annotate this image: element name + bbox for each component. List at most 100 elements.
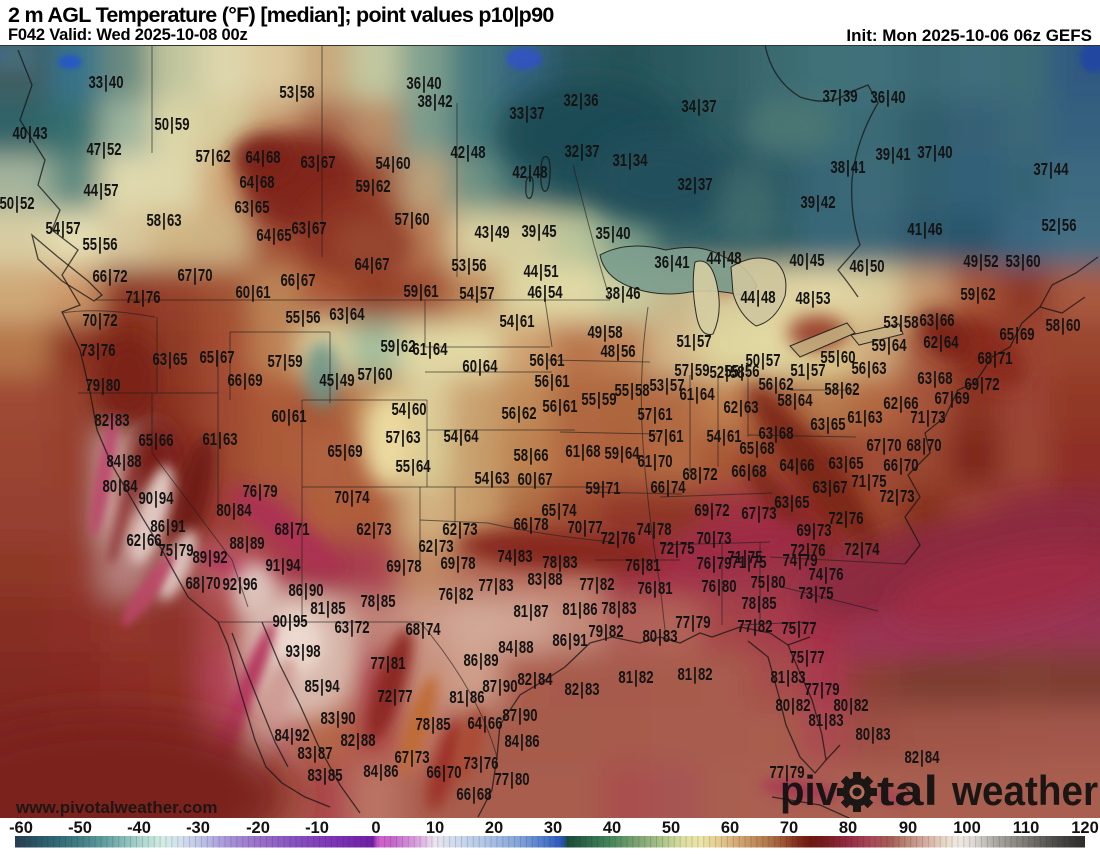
svg-text:59 | 71: 59 | 71 [585,479,620,498]
svg-text:piv: piv [780,767,839,814]
svg-text:61 | 64: 61 | 64 [412,340,447,359]
svg-text:32 | 37: 32 | 37 [677,175,712,194]
svg-text:-40: -40 [127,819,151,837]
svg-text:61 | 68: 61 | 68 [565,442,600,461]
svg-text:81 | 82: 81 | 82 [677,665,712,684]
svg-text:32 | 37: 32 | 37 [564,142,599,161]
svg-text:38 | 41: 38 | 41 [830,158,865,177]
svg-text:37 | 39: 37 | 39 [822,87,857,106]
svg-text:61 | 63: 61 | 63 [847,408,882,427]
svg-text:71 | 75: 71 | 75 [731,553,766,572]
svg-text:82 | 84: 82 | 84 [517,670,552,689]
svg-text:62 | 66: 62 | 66 [883,394,918,413]
svg-text:37 | 40: 37 | 40 [917,143,952,162]
svg-text:46 | 54: 46 | 54 [527,283,562,302]
svg-text:81 | 87: 81 | 87 [513,602,548,621]
svg-text:78 | 85: 78 | 85 [741,594,776,613]
svg-text:54 | 60: 54 | 60 [375,154,410,173]
svg-text:68 | 71: 68 | 71 [274,520,309,539]
svg-text:56 | 61: 56 | 61 [529,351,564,370]
svg-text:62 | 66: 62 | 66 [126,531,161,550]
svg-text:61 | 70: 61 | 70 [637,452,672,471]
svg-text:66 | 70: 66 | 70 [426,763,461,782]
svg-text:80: 80 [839,819,857,837]
svg-text:71 | 73: 71 | 73 [910,408,945,427]
svg-text:35 | 40: 35 | 40 [595,224,630,243]
svg-text:59 | 64: 59 | 64 [604,444,639,463]
svg-text:62 | 73: 62 | 73 [418,537,453,556]
svg-text:63 | 72: 63 | 72 [334,618,369,637]
svg-text:32 | 36: 32 | 36 [563,91,598,110]
svg-text:84 | 92: 84 | 92 [274,726,309,745]
svg-text:63 | 65: 63 | 65 [774,493,809,512]
svg-text:83 | 90: 83 | 90 [320,709,355,728]
svg-text:55 | 56: 55 | 56 [724,362,759,381]
svg-text:60 | 61: 60 | 61 [235,283,270,302]
svg-text:49 | 52: 49 | 52 [963,252,998,271]
svg-text:66 | 68: 66 | 68 [731,462,766,481]
svg-text:82 | 84: 82 | 84 [904,748,939,767]
svg-text:85 | 94: 85 | 94 [304,677,339,696]
svg-text:41 | 46: 41 | 46 [907,220,942,239]
svg-text:33 | 40: 33 | 40 [88,73,123,92]
svg-text:64 | 66: 64 | 66 [467,714,502,733]
svg-text:31 | 34: 31 | 34 [612,151,647,170]
svg-text:76 | 81: 76 | 81 [625,556,660,575]
svg-text:54 | 61: 54 | 61 [706,427,741,446]
svg-text:62 | 73: 62 | 73 [442,520,477,539]
svg-text:57 | 59: 57 | 59 [267,352,302,371]
svg-text:72 | 76: 72 | 76 [790,541,825,560]
svg-text:54 | 57: 54 | 57 [459,284,494,303]
svg-text:40 | 43: 40 | 43 [12,124,47,143]
svg-text:50 | 59: 50 | 59 [154,115,189,134]
svg-text:53 | 58: 53 | 58 [883,313,918,332]
svg-text:76 | 82: 76 | 82 [438,585,473,604]
svg-text:92 | 96: 92 | 96 [222,575,257,594]
svg-text:64 | 68: 64 | 68 [245,148,280,167]
svg-text:-50: -50 [68,819,92,837]
svg-text:75 | 77: 75 | 77 [789,648,824,667]
svg-text:70 | 72: 70 | 72 [82,311,117,330]
svg-text:55 | 58: 55 | 58 [614,381,649,400]
svg-text:78 | 83: 78 | 83 [601,599,636,618]
svg-text:51 | 57: 51 | 57 [676,332,711,351]
svg-text:70 | 77: 70 | 77 [567,518,602,537]
svg-text:64 | 65: 64 | 65 [256,226,291,245]
svg-text:67 | 73: 67 | 73 [741,504,776,523]
svg-text:53 | 57: 53 | 57 [649,376,684,395]
svg-text:73 | 75: 73 | 75 [798,584,833,603]
svg-text:73 | 76: 73 | 76 [463,754,498,773]
svg-text:71 | 76: 71 | 76 [125,288,160,307]
svg-text:57 | 61: 57 | 61 [637,405,672,424]
svg-text:63 | 68: 63 | 68 [917,369,952,388]
svg-text:110: 110 [1013,819,1040,837]
svg-text:39 | 42: 39 | 42 [800,193,835,212]
svg-text:64 | 68: 64 | 68 [239,173,274,192]
svg-text:62 | 73: 62 | 73 [356,520,391,539]
svg-text:57 | 59: 57 | 59 [674,361,709,380]
svg-text:67 | 70: 67 | 70 [866,436,901,455]
svg-text:77 | 79: 77 | 79 [769,763,804,782]
svg-text:65 | 74: 65 | 74 [541,501,576,520]
svg-text:58 | 63: 58 | 63 [146,211,181,230]
svg-text:68 | 74: 68 | 74 [405,620,440,639]
svg-text:54 | 57: 54 | 57 [45,219,80,238]
svg-text:63 | 66: 63 | 66 [919,311,954,330]
svg-text:79 | 80: 79 | 80 [85,376,120,395]
svg-text:62 | 63: 62 | 63 [723,398,758,417]
svg-text:56 | 62: 56 | 62 [758,375,793,394]
svg-text:55 | 60: 55 | 60 [820,348,855,367]
svg-text:30: 30 [544,819,562,837]
svg-text:50: 50 [662,819,680,837]
svg-text:68 | 70: 68 | 70 [185,574,220,593]
svg-text:www.pivotalweather.com: www.pivotalweather.com [15,798,218,817]
svg-text:59 | 64: 59 | 64 [871,336,906,355]
svg-text:73 | 76: 73 | 76 [80,341,115,360]
svg-text:40 | 45: 40 | 45 [789,251,824,270]
svg-text:77 | 79: 77 | 79 [675,613,710,632]
svg-text:36 | 40: 36 | 40 [870,88,905,107]
svg-text:79 | 82: 79 | 82 [588,622,623,641]
svg-text:74 | 76: 74 | 76 [808,565,843,584]
svg-text:78 | 85: 78 | 85 [415,715,450,734]
svg-text:58 | 62: 58 | 62 [824,380,859,399]
